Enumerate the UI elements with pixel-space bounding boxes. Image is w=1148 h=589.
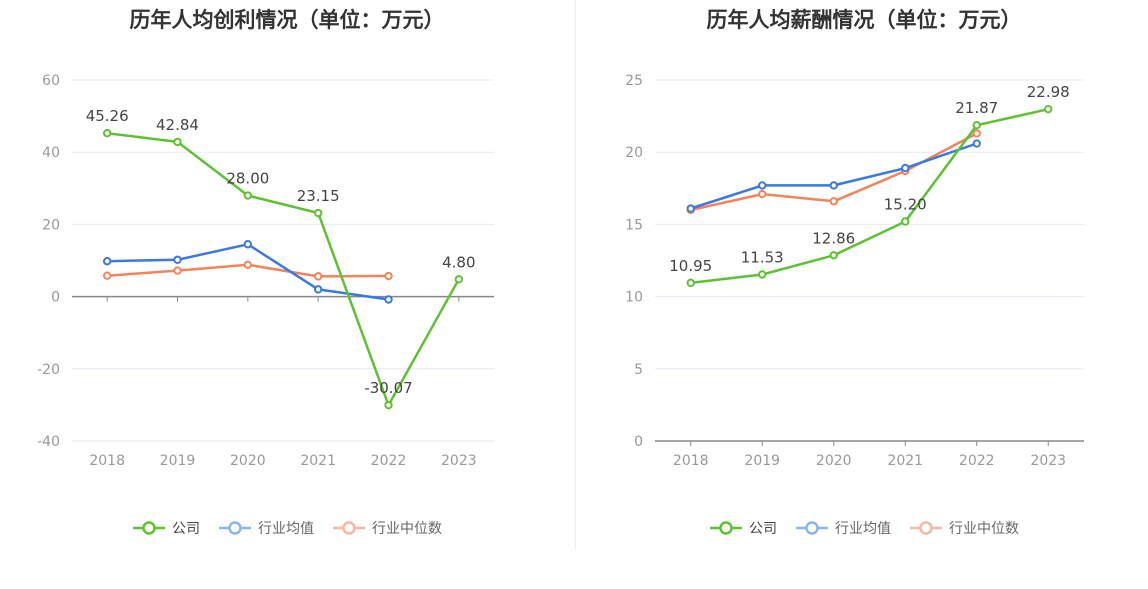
data-point-company: [972, 120, 981, 130]
data-point-company: [901, 217, 910, 226]
data-point-company: [454, 275, 464, 284]
profit-chart-panel: 历年人均创利情况（单位：万元） -40 -20 0 20 40 60 2018 2019 202…: [0, 8, 574, 538]
legend-industry-median[interactable]: 行业中位数: [909, 518, 1019, 538]
legend-label: 行业均值: [835, 521, 891, 537]
data-point-industry_avg: [102, 257, 112, 266]
data-point-company: [243, 191, 253, 200]
data-point-industry_median: [173, 266, 182, 275]
y-tick-label: 10: [625, 290, 643, 306]
data-point-industry_median: [758, 189, 767, 199]
x-tick-label: 2021: [300, 453, 336, 469]
data-point-company: [829, 251, 838, 260]
x-tick-label: 2021: [887, 453, 923, 469]
data-label: 4.80: [442, 253, 475, 271]
y-tick-label: 20: [42, 217, 60, 233]
y-tick-label: 25: [625, 73, 643, 89]
x-tick-label: 2019: [744, 453, 780, 469]
data-point-company: [384, 400, 393, 410]
data-label: 45.26: [86, 107, 129, 125]
data-label: -30.07: [364, 379, 412, 397]
data-point-company: [313, 208, 323, 218]
x-tick-label: 2019: [160, 453, 196, 469]
data-label: 22.98: [1027, 83, 1070, 101]
x-tick-label: 2018: [89, 453, 125, 469]
line-marker-icon: [796, 521, 828, 535]
data-point-industry_avg: [384, 295, 393, 304]
data-label: 42.84: [156, 116, 199, 134]
legend-label: 公司: [749, 521, 777, 537]
legend-label: 行业中位数: [372, 521, 442, 537]
data-point-company: [686, 278, 695, 288]
chart-title: 历年人均薪酬情况（单位：万元）: [706, 8, 1022, 32]
x-tick-label: 2018: [673, 453, 709, 469]
data-point-industry_median: [102, 271, 112, 280]
data-point-company: [758, 270, 767, 279]
data-label: 23.15: [297, 187, 340, 205]
data-label: 21.87: [955, 99, 998, 117]
chart-title: 历年人均创利情况（单位：万元）: [129, 8, 445, 32]
y-tick-label: 40: [42, 145, 60, 161]
chart-legend: 公司 行业均值 行业中位数: [577, 518, 1148, 538]
x-tick-label: 2023: [441, 453, 477, 469]
data-point-industry_avg: [829, 181, 838, 190]
data-label: 28.00: [226, 170, 269, 188]
line-marker-icon: [219, 521, 251, 535]
data-label: 12.86: [812, 229, 855, 247]
data-point-industry_avg: [243, 240, 253, 249]
series-line-company: [690, 107, 1049, 285]
data-point-industry_median: [313, 272, 323, 281]
legend-company[interactable]: 公司: [132, 518, 200, 538]
data-point-industry_avg: [313, 285, 323, 294]
legend-industry-avg[interactable]: 行业均值: [218, 518, 314, 538]
legend-label: 行业均值: [258, 521, 314, 537]
data-label: 15.20: [884, 196, 927, 214]
legend-industry-median[interactable]: 行业中位数: [332, 518, 442, 538]
panel-divider: [575, 0, 576, 550]
legend-industry-avg[interactable]: 行业均值: [795, 518, 891, 538]
chart-legend: 公司 行业均值 行业中位数: [0, 518, 574, 538]
x-tick-label: 2020: [816, 453, 852, 469]
legend-company[interactable]: 公司: [709, 518, 777, 538]
profit-chart: -40 -20 0 20 40 60 2018 2019 2020 2021 2022 2023 45.…: [37, 73, 494, 469]
line-marker-icon: [133, 521, 165, 535]
x-tick-label: 2023: [1030, 453, 1066, 469]
y-tick-label: 20: [625, 145, 643, 161]
legend-label: 行业中位数: [949, 521, 1019, 537]
data-label: 11.53: [741, 249, 784, 267]
data-point-industry_avg: [972, 139, 981, 148]
salary-chart: 0 5 10 15 20 25 2018 2019 2020 2021 2022 2023 10.95 1…: [625, 73, 1084, 469]
y-tick-label: 5: [634, 362, 643, 378]
line-marker-icon: [710, 521, 742, 535]
y-tick-label: 60: [42, 73, 60, 89]
data-label: 10.95: [669, 257, 712, 275]
data-point-company: [1044, 104, 1053, 114]
y-tick-label: -40: [37, 434, 60, 450]
line-marker-icon: [910, 521, 942, 535]
y-tick-label: -20: [37, 362, 60, 378]
data-point-industry_median: [972, 129, 981, 138]
data-point-industry_median: [243, 260, 253, 270]
line-marker-icon: [333, 521, 365, 535]
legend-label: 公司: [172, 521, 200, 537]
x-tick-label: 2022: [959, 453, 995, 469]
x-tick-label: 2020: [230, 453, 266, 469]
data-point-company: [102, 129, 112, 138]
data-point-industry_median: [384, 271, 393, 281]
y-tick-label: 0: [634, 434, 643, 450]
y-tick-label: 0: [51, 290, 60, 306]
data-point-industry_avg: [173, 255, 182, 264]
y-tick-label: 15: [625, 217, 643, 233]
salary-chart-panel: 历年人均薪酬情况（单位：万元） 0 5 10 15 20 25 2018 2019 2020 20…: [577, 0, 1148, 589]
data-point-industry_avg: [758, 181, 767, 190]
series-line-company: [107, 131, 460, 407]
data-point-industry_avg: [686, 204, 695, 213]
data-point-company: [173, 137, 182, 147]
data-point-industry_median: [829, 197, 838, 206]
x-tick-label: 2022: [371, 453, 407, 469]
data-point-industry_avg: [901, 163, 910, 173]
